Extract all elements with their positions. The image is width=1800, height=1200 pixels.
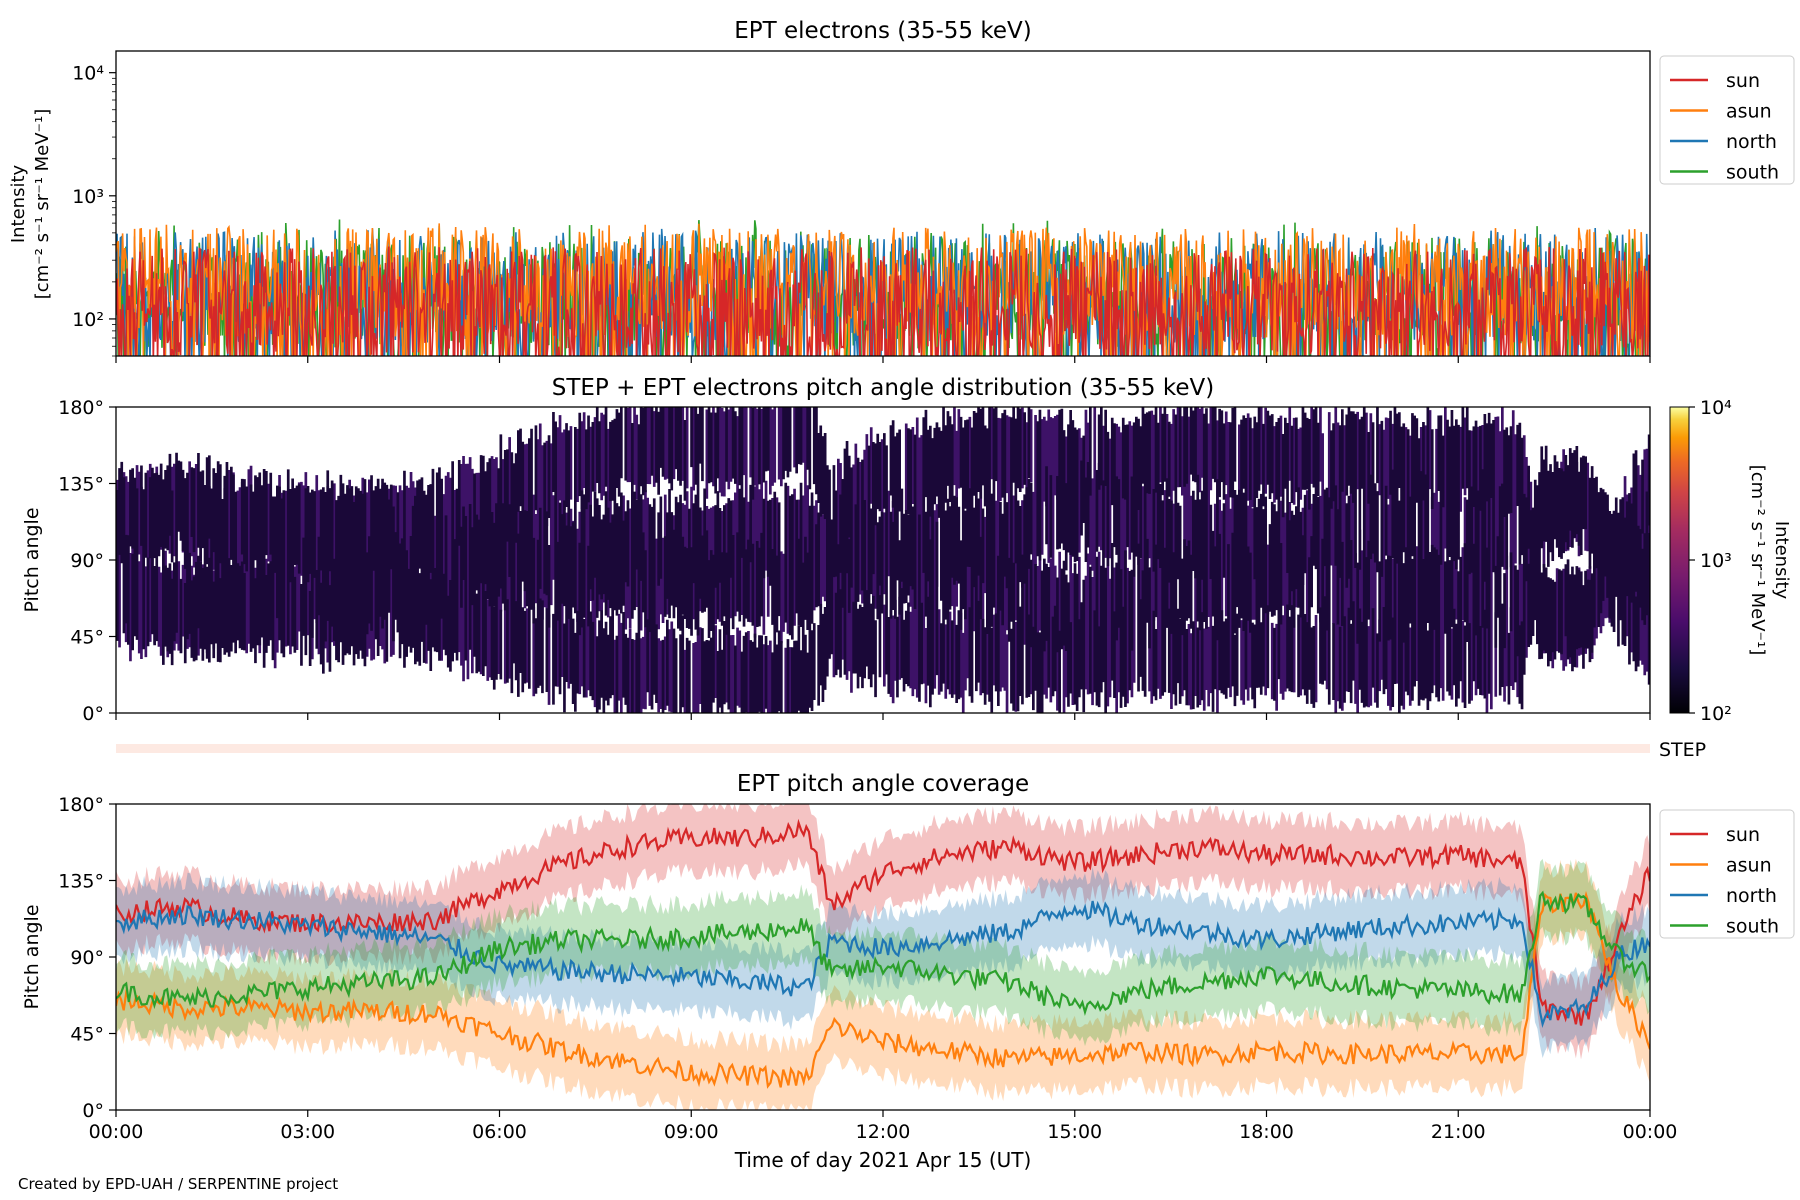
panel-pitch-distribution: STEP + EPT electrons pitch angle distrib… <box>21 375 1792 725</box>
x-tick-label-0: 00:00 <box>89 1121 144 1143</box>
p3-line-north <box>116 900 1650 1029</box>
x-tick-label-4: 12:00 <box>856 1121 911 1143</box>
cbar-tick-label-2: 10⁴ <box>1700 397 1732 419</box>
p3-line-sun <box>116 818 1650 1026</box>
panel2-y-ticks: 0° 45° 90° 135° 180° <box>58 397 116 725</box>
p2-y-tick-label-0: 0° <box>82 703 104 725</box>
p3-y-tick-label-3: 135° <box>58 871 104 893</box>
pad-dark-cells <box>116 407 1650 713</box>
panel3-xlabel: Time of day 2021 Apr 15 (UT) <box>734 1148 1032 1172</box>
x-tick-label-6: 18:00 <box>1239 1121 1294 1143</box>
cbar-tick-label-0: 10² <box>1700 703 1732 725</box>
panel3-lines <box>116 818 1650 1089</box>
legend-label-asun: asun <box>1726 855 1772 877</box>
p2-y-tick-label-4: 180° <box>58 397 104 419</box>
panel2-title: STEP + EPT electrons pitch angle distrib… <box>552 375 1214 401</box>
p3-y-tick-label-0: 0° <box>82 1100 104 1122</box>
legend-label-north: north <box>1726 885 1777 907</box>
p2-y-tick-label-1: 45° <box>70 627 104 649</box>
colorbar-ticks: 10² 10³ 10⁴ <box>1689 397 1732 725</box>
panel1-legend: sun asun north south <box>1659 55 1795 185</box>
p3-band-sun <box>116 804 1650 1060</box>
cbar-tick-label-1: 10³ <box>1700 550 1732 572</box>
p3-band-asun <box>116 858 1650 1110</box>
panel3-y-ticks: 0° 45° 90° 135° 180° <box>58 794 116 1122</box>
p3-y-tick-label-2: 90° <box>70 947 104 969</box>
step-band-label: STEP <box>1659 739 1706 761</box>
panel-coverage: EPT pitch angle coverage 0° 45° 90° 135° 180… <box>21 771 1795 1172</box>
x-tick-label-5: 15:00 <box>1047 1121 1102 1143</box>
legend-label-sun: sun <box>1726 70 1760 92</box>
panel3-legend: sun asun north south <box>1659 809 1795 939</box>
colorbar <box>1669 406 1690 714</box>
x-tick-label-8: 00:00 <box>1623 1121 1678 1143</box>
legend-label-north: north <box>1726 131 1777 153</box>
p2-y-tick-label-2: 90° <box>70 550 104 572</box>
legend-label-south: south <box>1726 162 1779 184</box>
x-tick-label-7: 21:00 <box>1431 1121 1486 1143</box>
panel3-ylabel: Pitch angle <box>21 904 43 1009</box>
panel3-title: EPT pitch angle coverage <box>737 771 1029 797</box>
p3-band-south <box>116 858 1650 1047</box>
p3-band-north <box>116 867 1650 1058</box>
panel3-x-ticks: 00:00 03:00 06:00 09:00 12:00 15:00 18:00 21:00… <box>89 1110 1678 1143</box>
panel1-y-ticks: 10² 10³ 10⁴ <box>72 63 116 357</box>
legend-label-asun: asun <box>1726 101 1772 123</box>
p3-y-tick-label-1: 45° <box>70 1024 104 1046</box>
credit-text: Created by EPD-UAH / SERPENTINE project <box>18 1175 339 1193</box>
panel1-ylabel-line1: Intensity <box>8 164 29 243</box>
panel2-ylabel: Pitch angle <box>21 507 43 612</box>
p1-y-tick-label-0: 10² <box>72 309 104 331</box>
p1-y-tick-label-2: 10⁴ <box>72 63 104 85</box>
p2-y-tick-label-3: 135° <box>58 474 104 496</box>
legend-box <box>1659 55 1795 185</box>
panel3-bands <box>116 804 1650 1110</box>
panel1-x-ticks <box>115 356 1651 363</box>
colorbar-label-line2: [cm⁻² s⁻¹ sr⁻¹ MeV⁻¹] <box>1747 465 1768 656</box>
panel1-ylabel-line2: [cm⁻² s⁻¹ sr⁻¹ MeV⁻¹] <box>32 109 53 300</box>
step-band <box>116 744 1650 753</box>
panel1-title: EPT electrons (35-55 keV) <box>734 18 1031 44</box>
step-band-panel: STEP <box>116 739 1706 761</box>
panel2-heatmap <box>116 407 1650 713</box>
x-tick-label-2: 06:00 <box>472 1121 527 1143</box>
p3-line-asun <box>116 890 1650 1089</box>
panel1-data <box>116 219 1650 356</box>
p1-series-sun <box>116 246 1650 356</box>
panel-intensity: EPT electrons (35-55 keV) 10² 10³ 10⁴ Inte… <box>8 18 1795 363</box>
x-tick-label-1: 03:00 <box>280 1121 335 1143</box>
colorbar-label-line1: Intensity <box>1771 521 1792 600</box>
p3-line-south <box>116 890 1650 1017</box>
p1-y-tick-label-1: 10³ <box>72 186 104 208</box>
legend-box <box>1659 809 1795 939</box>
panel2-x-ticks <box>115 713 1651 720</box>
legend-label-south: south <box>1726 916 1779 938</box>
legend-label-sun: sun <box>1726 824 1760 846</box>
x-tick-label-3: 09:00 <box>664 1121 719 1143</box>
p3-y-tick-label-4: 180° <box>58 794 104 816</box>
